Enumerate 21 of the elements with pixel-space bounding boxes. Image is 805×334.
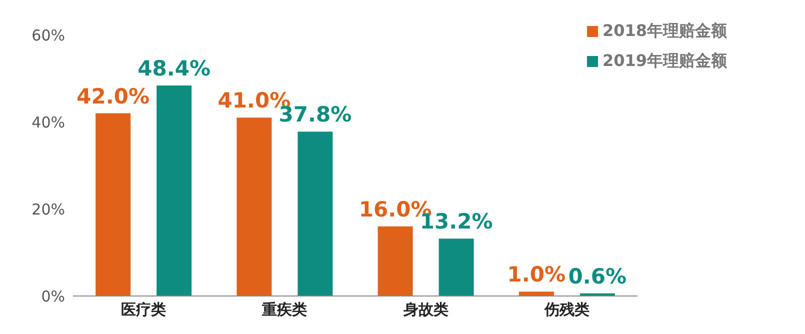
data-label: 48.4% — [138, 56, 211, 80]
bar — [298, 132, 333, 296]
y-tick-label: 0% — [41, 287, 65, 306]
x-tick-label: 医疗类 — [121, 300, 166, 319]
data-label: 42.0% — [76, 84, 150, 108]
data-label: 1.0% — [507, 262, 566, 287]
legend-label: 2018年理赔金额 — [602, 21, 727, 40]
bar — [96, 113, 131, 296]
bar — [236, 118, 272, 296]
x-tick-label: 身故类 — [402, 300, 448, 319]
bar — [518, 292, 554, 296]
x-tick-label: 伤残类 — [543, 300, 590, 319]
y-tick-label: 60% — [32, 26, 65, 44]
y-tick-label: 20% — [32, 200, 65, 218]
y-tick-label: 40% — [32, 113, 65, 132]
data-label: 0.6% — [568, 264, 627, 288]
bar — [438, 238, 474, 296]
legend-label: 2019年理赔金额 — [602, 51, 727, 70]
bar — [378, 226, 413, 296]
x-tick-label: 重疾类 — [261, 300, 308, 319]
bar — [156, 85, 192, 296]
